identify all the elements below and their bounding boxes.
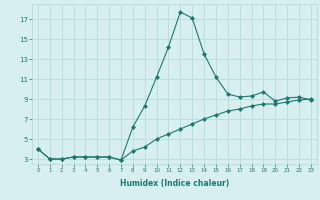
- X-axis label: Humidex (Indice chaleur): Humidex (Indice chaleur): [120, 179, 229, 188]
